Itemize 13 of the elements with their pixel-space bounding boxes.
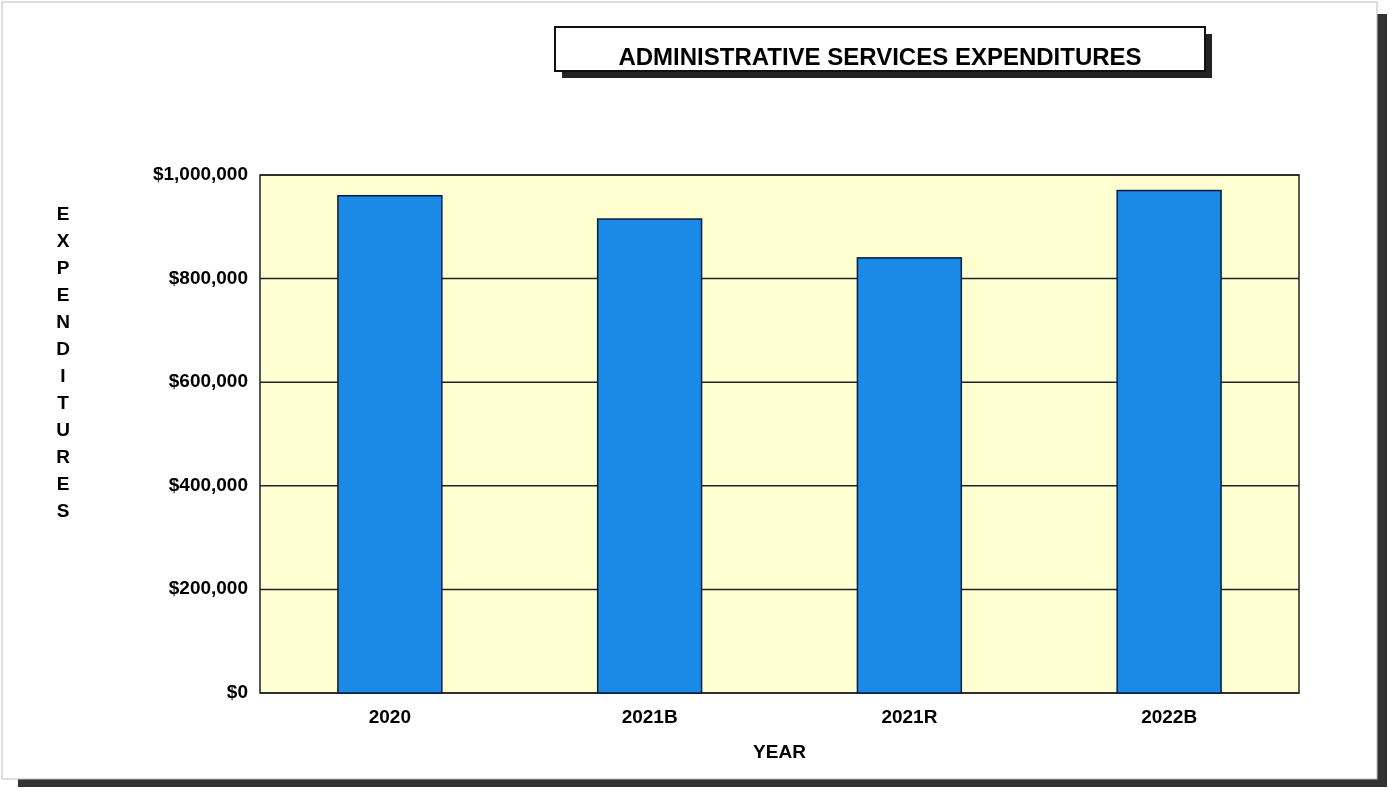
y-tick-label: $800,000	[168, 266, 248, 288]
chart-title: ADMINISTRATIVE SERVICES EXPENDITURES	[618, 43, 1142, 71]
x-tick-label: 2021R	[881, 706, 938, 727]
x-axis-title: YEAR	[753, 741, 807, 762]
x-tick-label: 2022B	[1141, 706, 1198, 727]
text: EXPENDITURES	[56, 203, 70, 521]
y-tick-label: $1,000,000	[152, 163, 248, 185]
y-tick-label: $400,000	[168, 473, 248, 495]
x-tick-label: 2020	[368, 706, 412, 727]
y-tick-label: $600,000	[168, 370, 248, 392]
y-tick-label: $200,000	[168, 577, 248, 599]
x-tick-label: 2021B	[621, 706, 678, 727]
y-tick-label: $0	[226, 681, 248, 703]
